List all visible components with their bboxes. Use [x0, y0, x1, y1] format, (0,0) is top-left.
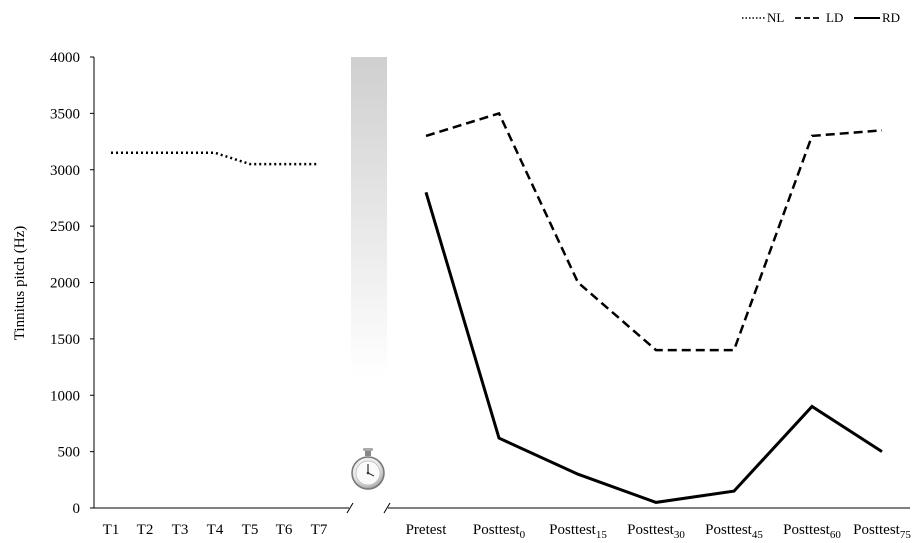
- x-tick-label: Pretest: [406, 522, 448, 538]
- y-tick-label: 1000: [50, 388, 80, 404]
- y-tick-label: 500: [58, 445, 81, 461]
- y-tick-label: 3500: [50, 106, 80, 122]
- x-tick-label: Posttest0: [473, 522, 526, 541]
- legend-label-rd: RD: [882, 10, 900, 25]
- y-tick-label: 3000: [50, 163, 80, 179]
- x-tick-label: Posttest75: [853, 522, 911, 541]
- series-line-nl: [111, 153, 319, 164]
- break-gradient-bar: [351, 57, 387, 377]
- y-tick-label: 2000: [50, 276, 80, 292]
- y-tick-label: 0: [73, 501, 81, 517]
- x-tick-label: T2: [137, 522, 154, 538]
- x-tick-label: Posttest15: [549, 522, 607, 541]
- legend: NL LD RD: [742, 10, 900, 25]
- series-line-rd: [426, 192, 882, 502]
- x-tick-label: T7: [311, 522, 328, 538]
- y-tick-label: 4000: [50, 50, 80, 66]
- x-tick-label: Posttest60: [783, 522, 841, 541]
- y-tick-label: 1500: [50, 332, 80, 348]
- x-tick-label: Posttest45: [705, 522, 763, 541]
- x-tick-label: T1: [103, 522, 120, 538]
- series-line-ld: [426, 113, 882, 350]
- legend-label-ld: LD: [826, 10, 843, 25]
- x-tick-label: Posttest30: [627, 522, 685, 541]
- y-tick-label: 2500: [50, 219, 80, 235]
- x-tick-label: T6: [276, 522, 293, 538]
- x-tick-label: T4: [207, 522, 224, 538]
- x-tick-label: T3: [172, 522, 189, 538]
- legend-label-nl: NL: [767, 10, 784, 25]
- y-axis-label: Tinnitus pitch (Hz): [12, 226, 28, 340]
- stopwatch-icon: [352, 448, 384, 489]
- x-tick-label: T5: [242, 522, 259, 538]
